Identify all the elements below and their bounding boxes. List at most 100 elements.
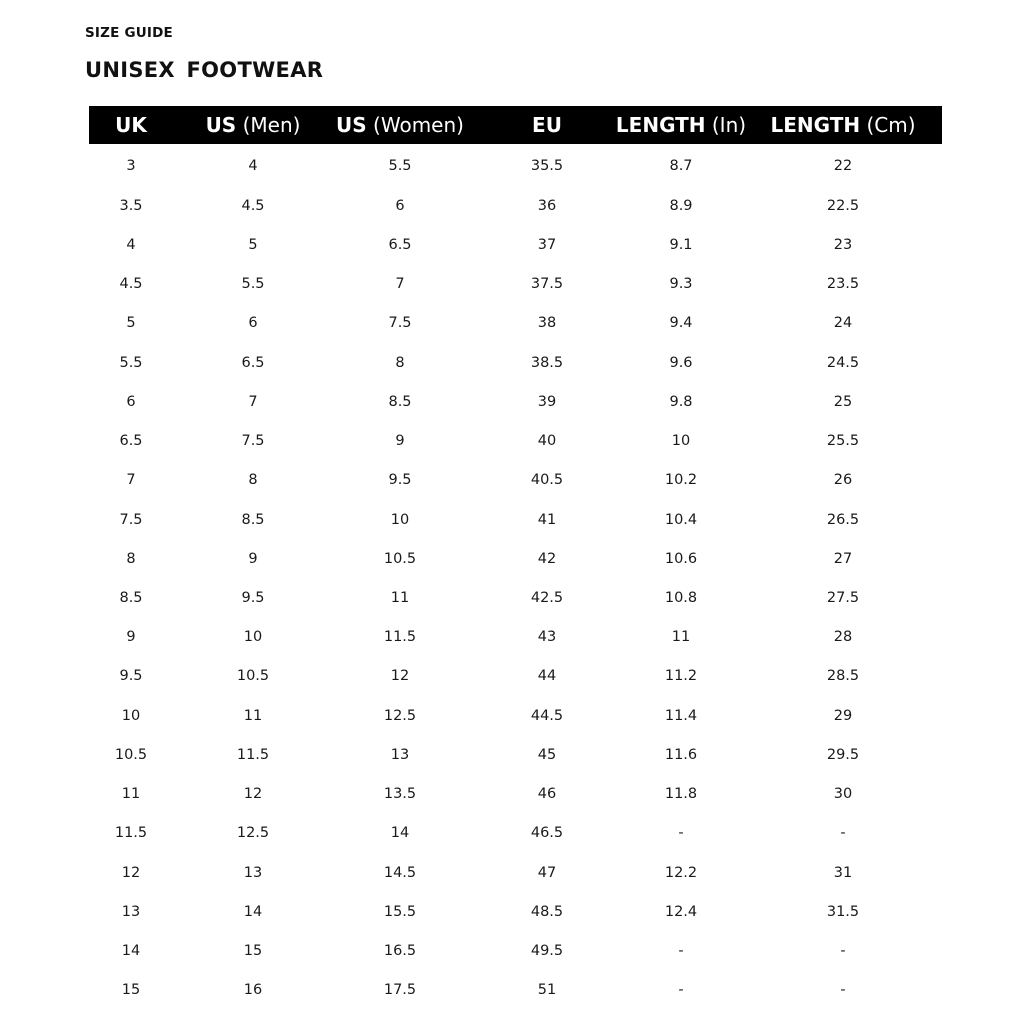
table-row: 10.5 11.5 13 45 11.6 29.5 [0,736,1024,775]
cell-eu: 49.5 [530,943,564,960]
cell-us-men: 8 [248,472,258,489]
cell-eu: 42 [537,550,557,567]
cell-length-in: 10.6 [664,550,698,567]
cell-length-in: 9.3 [669,276,693,293]
cell-uk: 8 [126,550,136,567]
cell-us-men: 11 [243,707,263,724]
cell-us-women: 7 [395,276,405,293]
table-row: 8 9 10.5 42 10.6 27 [0,540,1024,579]
cell-us-women: 11 [390,589,410,606]
cell-uk: 9 [126,629,136,646]
cell-us-men: 10 [243,629,263,646]
cell-length-in: 10 [671,433,691,450]
cell-us-men: 13 [243,864,263,881]
cell-length-cm: 24.5 [826,354,860,371]
cell-eu: 43 [537,629,557,646]
cell-uk: 14 [121,943,141,960]
cell-uk: 3 [126,158,136,175]
cell-us-women: 14 [390,825,410,842]
cell-eu: 40.5 [530,472,564,489]
cell-eu: 44 [537,668,557,685]
cell-us-men: 12 [243,786,263,803]
cell-us-men: 12.5 [236,825,270,842]
cell-uk: 15 [121,982,141,999]
table-row: 4.5 5.5 7 37.5 9.3 23.5 [0,265,1024,304]
cell-length-in: 11.8 [664,786,698,803]
cell-us-women: 9.5 [388,472,412,489]
cell-uk: 3.5 [119,197,143,214]
cell-length-cm: 23 [833,236,853,253]
table-row: 13 14 15.5 48.5 12.4 31.5 [0,893,1024,932]
cell-us-women: 12.5 [383,707,417,724]
cell-uk: 11 [121,786,141,803]
cell-length-in: - [678,825,684,842]
cell-uk: 7.5 [119,511,143,528]
cell-length-cm: 26 [833,472,853,489]
cell-uk: 5.5 [119,354,143,371]
cell-us-women: 11.5 [383,629,417,646]
cell-length-in: 10.4 [664,511,698,528]
cell-uk: 4 [126,236,136,253]
cell-uk: 10.5 [114,746,148,763]
cell-length-in: 10.8 [664,589,698,606]
cell-us-men: 15 [243,943,263,960]
cell-length-in: 11.2 [664,668,698,685]
cell-uk: 6 [126,393,136,410]
cell-length-in: 8.9 [669,197,693,214]
cell-eu: 40 [537,433,557,450]
column-header-bold: US [205,113,237,137]
cell-eu: 47 [537,864,557,881]
cell-uk: 12 [121,864,141,881]
cell-us-women: 5.5 [388,158,412,175]
column-header-unit: (Cm) [860,113,916,137]
table-row: 11 12 13.5 46 11.8 30 [0,775,1024,814]
cell-us-men: 7.5 [241,433,265,450]
cell-length-cm: 29.5 [826,746,860,763]
size-table-body: 3 4 5.5 35.5 8.7 22 3.5 4.5 6 36 8.9 22.5 4 5 6.5 37 9.1… [0,147,1024,1010]
cell-us-women: 7.5 [388,315,412,332]
size-guide-label: SIZE GUIDE [85,25,173,41]
cell-us-women: 13.5 [383,786,417,803]
cell-us-men: 8.5 [241,511,265,528]
column-header-eu: EU [532,106,562,144]
column-header-bold: LENGTH [615,113,706,137]
column-header-unit: (Men) [236,113,301,137]
cell-eu: 37 [537,236,557,253]
cell-us-women: 6.5 [388,236,412,253]
cell-us-women: 12 [390,668,410,685]
cell-length-cm: 30 [833,786,853,803]
cell-uk: 8.5 [119,589,143,606]
column-header-unit: (In) [705,113,747,137]
cell-uk: 10 [121,707,141,724]
table-row: 15 16 17.5 51 - - [0,971,1024,1010]
cell-us-women: 10 [390,511,410,528]
cell-eu: 42.5 [530,589,564,606]
column-header-us-men: US (Men) [206,106,301,144]
table-row: 5.5 6.5 8 38.5 9.6 24.5 [0,344,1024,383]
cell-us-men: 11.5 [236,746,270,763]
cell-length-cm: - [840,982,846,999]
cell-length-cm: 27.5 [826,589,860,606]
page-title: UNISEX FOOTWEAR [85,58,324,82]
cell-eu: 48.5 [530,903,564,920]
table-row: 10 11 12.5 44.5 11.4 29 [0,697,1024,736]
cell-us-women: 17.5 [383,982,417,999]
cell-eu: 39 [537,393,557,410]
cell-length-in: 11.6 [664,746,698,763]
column-header-length-cm: LENGTH (Cm) [770,106,915,144]
cell-eu: 45 [537,746,557,763]
cell-us-men: 7 [248,393,258,410]
cell-eu: 38 [537,315,557,332]
cell-length-cm: - [840,825,846,842]
table-row: 9.5 10.5 12 44 11.2 28.5 [0,657,1024,696]
table-row: 9 10 11.5 43 11 28 [0,618,1024,657]
cell-length-in: 9.8 [669,393,693,410]
cell-length-in: 9.4 [669,315,693,332]
cell-length-in: - [678,943,684,960]
cell-eu: 46 [537,786,557,803]
cell-length-in: - [678,982,684,999]
cell-uk: 6.5 [119,433,143,450]
table-row: 11.5 12.5 14 46.5 - - [0,814,1024,853]
cell-uk: 9.5 [119,668,143,685]
column-header-bold: US [336,113,367,137]
